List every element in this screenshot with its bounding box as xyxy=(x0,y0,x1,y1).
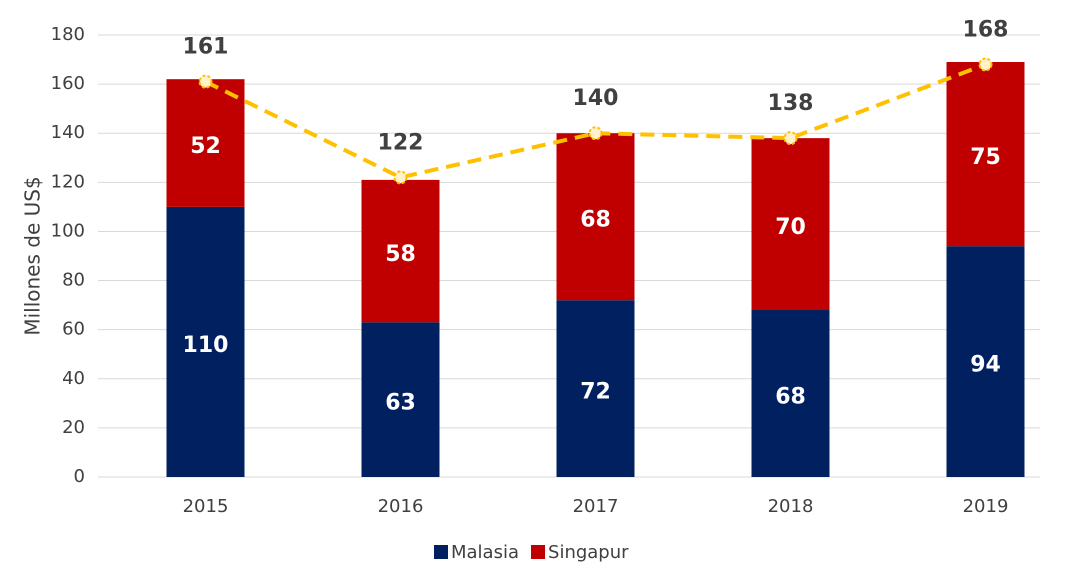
total-label: 138 xyxy=(768,91,814,116)
data-label: 68 xyxy=(580,208,611,233)
total-marker xyxy=(783,131,798,146)
bar-segment xyxy=(751,138,830,311)
bar-segment xyxy=(361,322,440,477)
data-label: 94 xyxy=(970,353,1001,378)
x-tick-label: 2019 xyxy=(963,496,1009,517)
data-label: 75 xyxy=(970,145,1001,170)
total-label: 161 xyxy=(183,35,229,60)
bar-segment xyxy=(946,62,1025,247)
total-marker xyxy=(393,170,408,185)
y-tick-label: 140 xyxy=(51,122,85,143)
total-marker xyxy=(198,74,213,89)
legend-label: Singapur xyxy=(548,542,629,563)
y-tick-label: 100 xyxy=(51,220,85,241)
total-line xyxy=(204,62,987,180)
x-tick-label: 2016 xyxy=(378,496,424,517)
data-label: 110 xyxy=(183,333,229,358)
data-label: 68 xyxy=(775,385,806,410)
bar-segment xyxy=(556,300,635,477)
data-label: 58 xyxy=(385,242,416,267)
x-tick-label: 2015 xyxy=(183,496,229,517)
y-tick-label: 20 xyxy=(62,417,85,438)
legend-swatch xyxy=(531,545,546,559)
y-tick-label: 60 xyxy=(62,319,85,340)
bar-segment xyxy=(166,79,245,207)
data-label: 70 xyxy=(775,215,806,240)
bar-segment xyxy=(751,310,830,477)
total-label: 122 xyxy=(378,130,424,155)
x-tick-label: 2018 xyxy=(768,496,814,517)
data-label: 52 xyxy=(190,134,221,159)
y-tick-label: 40 xyxy=(62,368,85,389)
y-tick-label: 160 xyxy=(51,73,85,94)
y-tick-label: 0 xyxy=(74,466,85,487)
y-axis-title: Millones de US$ xyxy=(21,176,45,335)
legend-label: Malasia xyxy=(451,542,519,563)
data-label: 72 xyxy=(580,380,611,405)
total-label: 140 xyxy=(573,86,619,111)
total-marker xyxy=(978,57,993,72)
total-marker xyxy=(588,126,603,141)
total-label: 168 xyxy=(963,17,1009,42)
legend-swatch xyxy=(434,545,448,559)
y-tick-label: 180 xyxy=(51,24,85,45)
x-tick-label: 2017 xyxy=(573,496,619,517)
y-tick-label: 80 xyxy=(62,270,85,291)
bar-segment xyxy=(556,133,635,301)
y-tick-label: 120 xyxy=(51,171,85,192)
bar-segment xyxy=(361,179,440,323)
bar-segment xyxy=(166,206,245,477)
bar-segment xyxy=(946,246,1025,477)
data-label: 63 xyxy=(385,391,416,416)
